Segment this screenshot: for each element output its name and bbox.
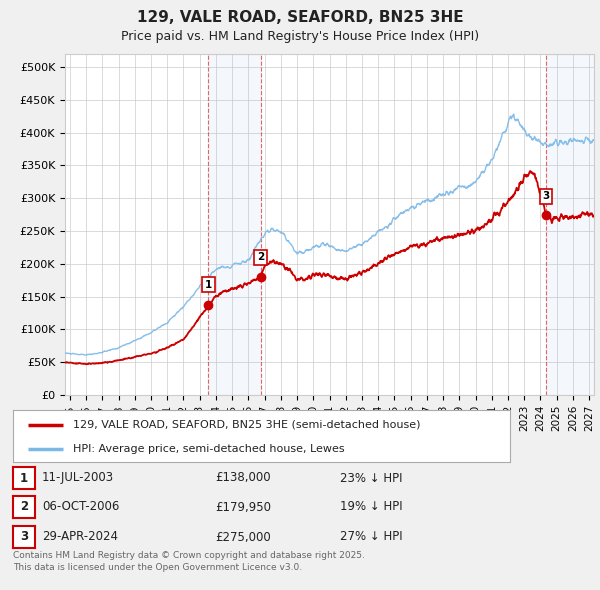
- Text: 27% ↓ HPI: 27% ↓ HPI: [340, 530, 403, 543]
- Text: 3: 3: [20, 530, 28, 543]
- Text: HPI: Average price, semi-detached house, Lewes: HPI: Average price, semi-detached house,…: [73, 444, 344, 454]
- Text: 11-JUL-2003: 11-JUL-2003: [42, 471, 114, 484]
- Text: £275,000: £275,000: [215, 530, 271, 543]
- Text: 1: 1: [20, 471, 28, 484]
- Text: 2: 2: [257, 253, 265, 263]
- Text: 129, VALE ROAD, SEAFORD, BN25 3HE (semi-detached house): 129, VALE ROAD, SEAFORD, BN25 3HE (semi-…: [73, 419, 420, 430]
- Text: Contains HM Land Registry data © Crown copyright and database right 2025.
This d: Contains HM Land Registry data © Crown c…: [13, 550, 365, 572]
- Text: £138,000: £138,000: [215, 471, 271, 484]
- Text: 23% ↓ HPI: 23% ↓ HPI: [340, 471, 403, 484]
- Text: £179,950: £179,950: [215, 500, 271, 513]
- Text: 3: 3: [542, 191, 550, 201]
- Text: 2: 2: [20, 500, 28, 513]
- Text: Price paid vs. HM Land Registry's House Price Index (HPI): Price paid vs. HM Land Registry's House …: [121, 30, 479, 43]
- Text: 19% ↓ HPI: 19% ↓ HPI: [340, 500, 403, 513]
- Text: 129, VALE ROAD, SEAFORD, BN25 3HE: 129, VALE ROAD, SEAFORD, BN25 3HE: [137, 10, 463, 25]
- Text: 1: 1: [205, 280, 212, 290]
- Bar: [546, 54, 594, 395]
- Bar: [208, 54, 260, 395]
- Text: 06-OCT-2006: 06-OCT-2006: [42, 500, 119, 513]
- Text: 29-APR-2024: 29-APR-2024: [42, 530, 118, 543]
